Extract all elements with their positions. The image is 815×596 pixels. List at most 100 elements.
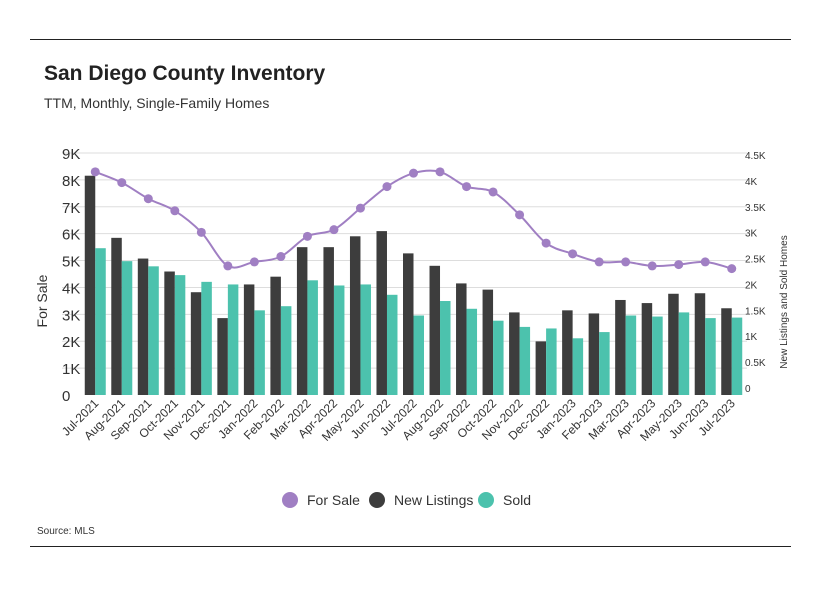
- y2-tick-label: 1K: [745, 332, 758, 343]
- new-listings-bar: [190, 292, 202, 395]
- legend-swatch: [282, 492, 298, 508]
- sold-bar: [174, 275, 186, 395]
- y2-tick-label: 4K: [745, 177, 758, 188]
- for-sale-point: [196, 227, 206, 237]
- for-sale-point: [727, 264, 737, 274]
- y-tick-label: 7K: [62, 200, 80, 217]
- sold-bar: [652, 316, 663, 395]
- legend-label: For Sale: [307, 492, 360, 508]
- new-listings-bar: [694, 293, 706, 395]
- sold-bar: [360, 284, 371, 395]
- for-sale-point: [355, 203, 365, 213]
- for-sale-point: [223, 261, 233, 271]
- legend-swatch: [369, 492, 385, 508]
- y-tick-label: 5K: [62, 254, 80, 271]
- y2-tick-label: 3K: [745, 229, 758, 240]
- y-tick-label: 4K: [62, 280, 80, 297]
- new-listings-bar: [164, 271, 175, 395]
- top-rule: [30, 39, 791, 40]
- new-listings-bar: [111, 237, 122, 395]
- y-tick-label: 1K: [62, 361, 80, 378]
- legend-label: Sold: [503, 492, 531, 508]
- new-listings-bar: [456, 283, 467, 395]
- sold-bar: [572, 338, 584, 395]
- y2-tick-label: 0.5K: [745, 358, 766, 369]
- for-sale-point: [409, 168, 418, 178]
- new-listings-bar: [270, 276, 281, 395]
- y2-axis-title: New Listings and Sold Homes: [779, 235, 790, 368]
- for-sale-point: [170, 206, 180, 216]
- y-axis-title: For Sale: [34, 274, 50, 327]
- for-sale-point: [329, 225, 339, 235]
- for-sale-point: [541, 238, 551, 248]
- y-tick-label: 2K: [62, 334, 80, 351]
- sold-bar: [95, 248, 106, 395]
- sold-bar: [280, 306, 292, 395]
- y2-tick-label: 4.5K: [745, 151, 766, 162]
- sold-bar: [333, 285, 345, 395]
- new-listings-bar: [562, 310, 573, 395]
- new-listings-bar: [84, 175, 96, 395]
- y-tick-label: 6K: [62, 227, 80, 244]
- sold-bar: [599, 332, 610, 395]
- y2-tick-label: 1.5K: [745, 306, 766, 317]
- sold-bar: [731, 317, 743, 395]
- new-listings-bar: [482, 289, 494, 395]
- for-sale-point: [647, 261, 657, 271]
- y-tick-label: 9K: [62, 146, 80, 163]
- new-listings-bar: [615, 299, 626, 395]
- for-sale-point: [117, 178, 127, 188]
- legend-label: New Listings: [394, 492, 473, 508]
- sold-bar: [625, 315, 637, 395]
- chart-subtitle: TTM, Monthly, Single-Family Homes: [44, 95, 270, 111]
- y2-tick-label: 2K: [745, 280, 758, 291]
- sold-bar: [546, 328, 557, 395]
- for-sale-point: [435, 167, 445, 177]
- sold-bar: [440, 301, 451, 395]
- legend-swatch: [478, 492, 494, 508]
- y2-tick-label: 3.5K: [745, 203, 766, 214]
- sold-bar: [678, 312, 690, 395]
- new-listings-bar: [509, 312, 520, 395]
- new-listings-bar: [641, 303, 653, 395]
- for-sale-point: [143, 194, 153, 204]
- new-listings-bar: [243, 284, 255, 395]
- sold-bar: [386, 294, 398, 395]
- for-sale-point: [90, 167, 100, 177]
- sold-bar: [466, 308, 478, 395]
- bottom-rule: [30, 546, 791, 547]
- y-tick-label: 0: [62, 388, 70, 405]
- new-listings-bar: [349, 236, 361, 395]
- new-listings-bar: [403, 253, 414, 395]
- new-listings-bar: [588, 313, 600, 395]
- for-sale-point: [249, 257, 259, 267]
- new-listings-bar: [535, 341, 547, 395]
- sold-bar: [413, 315, 424, 395]
- for-sale-point: [276, 252, 286, 262]
- sold-bar: [227, 284, 239, 395]
- chart-title: San Diego County Inventory: [44, 62, 326, 85]
- for-sale-point: [382, 182, 392, 192]
- sold-bar: [254, 310, 265, 395]
- new-listings-bar: [217, 318, 228, 395]
- for-sale-point: [568, 249, 578, 259]
- new-listings-bar: [296, 247, 308, 395]
- y-tick-label: 3K: [62, 307, 80, 324]
- for-sale-point: [515, 210, 525, 220]
- source-note: Source: MLS: [37, 526, 95, 537]
- new-listings-bar: [323, 247, 334, 395]
- new-listings-bar: [721, 308, 732, 395]
- sold-bar: [307, 280, 318, 395]
- legend: For Sale New Listings Sold: [282, 492, 531, 508]
- new-listings-bar: [429, 265, 441, 395]
- sold-bar: [148, 266, 159, 395]
- sold-bar: [493, 320, 504, 395]
- y2-tick-label: 0: [745, 384, 751, 395]
- sold-bar: [201, 281, 212, 395]
- for-sale-point: [594, 257, 604, 267]
- for-sale-point: [674, 260, 684, 270]
- new-listings-bar: [376, 231, 387, 395]
- for-sale-point: [700, 257, 710, 267]
- for-sale-point: [621, 257, 631, 267]
